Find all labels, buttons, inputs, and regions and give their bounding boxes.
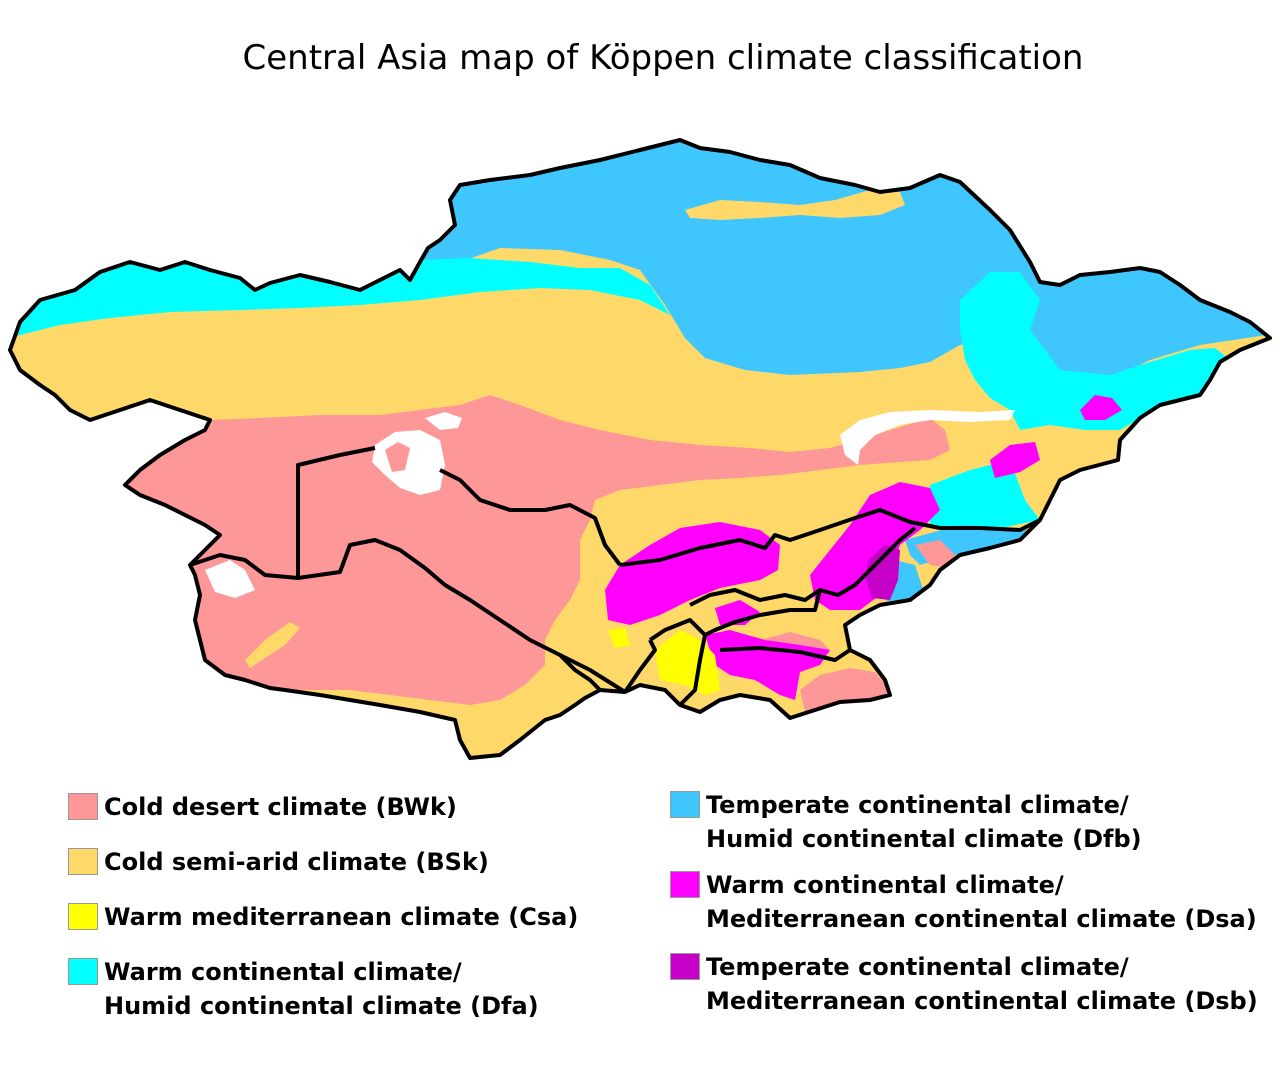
zone-dsa-fergana: [605, 522, 780, 625]
zone-dsa-kyrgyz: [810, 482, 940, 610]
legend-swatch-dsa: [670, 871, 700, 898]
climate-map: [8, 138, 1272, 760]
legend-label-dsa: Warm continental climate/Mediterranean c…: [706, 871, 1257, 933]
border-tj-east: [719, 646, 852, 662]
border-kg-cn: [819, 526, 917, 597]
lake-balkhash: [840, 410, 1015, 465]
zone-csa-small: [608, 628, 630, 648]
lake-small-north: [425, 412, 462, 430]
zone-bsk-strip: [245, 622, 300, 668]
legend-item-dfa: Warm continental climate/Humid continent…: [68, 955, 539, 1023]
border-tj-af: [648, 618, 707, 707]
legend-item-bwk: Cold desert climate (BWk): [68, 790, 457, 824]
legend-swatch-bwk: [68, 793, 98, 820]
border-uz-tj: [623, 639, 657, 694]
zone-dsb: [866, 545, 900, 600]
climate-zones: [10, 140, 1270, 758]
legend-label-csa: Warm mediterranean climate (Csa): [104, 903, 579, 931]
border-kz-uz-west: [296, 446, 376, 578]
lake-aral-inner: [385, 442, 410, 472]
zone-bwk-west: [120, 395, 950, 705]
land-outline: [8, 138, 1272, 760]
legend-item-bsk: Cold semi-arid climate (BSk): [68, 845, 489, 879]
legend-item-dsb: Temperate continental climate/Mediterran…: [670, 950, 1258, 1018]
zone-dfa-north: [10, 258, 670, 340]
legend-swatch-dsb: [670, 953, 700, 980]
border-uz-tm: [189, 538, 627, 694]
border-kz-uz-east: [439, 468, 622, 567]
legend-item-dsa: Warm continental climate/Mediterranean c…: [670, 868, 1257, 936]
legend-swatch-dfa: [68, 958, 98, 985]
border-kz-kg: [619, 508, 1041, 567]
border-tm-af: [558, 653, 602, 692]
zone-dsa-east: [1080, 395, 1122, 420]
legend-label-dfb: Temperate continental climate/Humid cont…: [706, 791, 1142, 853]
map-title: Central Asia map of Köppen climate class…: [242, 38, 1084, 78]
legend-label-bsk: Cold semi-arid climate (BSk): [104, 848, 489, 876]
legend-swatch-bsk: [68, 848, 98, 875]
zone-dsa-altai: [990, 442, 1040, 478]
lake-caspian-gulf: [205, 560, 255, 598]
legend-label-dfa: Warm continental climate/Humid continent…: [104, 958, 539, 1020]
zone-bsk-patch: [685, 190, 905, 220]
zone-bwk-east: [915, 540, 955, 568]
legend-label-dsb: Temperate continental climate/Mediterran…: [706, 953, 1258, 1015]
legend-swatch-dfb: [670, 791, 700, 818]
legend-label-bwk: Cold desert climate (BWk): [104, 793, 457, 821]
legend-item-csa: Warm mediterranean climate (Csa): [68, 900, 578, 934]
zone-dfa-southeast: [930, 460, 1040, 530]
legend-item-dfb: Temperate continental climate/Humid cont…: [670, 788, 1142, 856]
country-borders: [189, 446, 1041, 707]
lake-aral: [372, 430, 445, 495]
zone-dfa-east: [960, 272, 1230, 430]
legend-swatch-csa: [68, 903, 98, 930]
